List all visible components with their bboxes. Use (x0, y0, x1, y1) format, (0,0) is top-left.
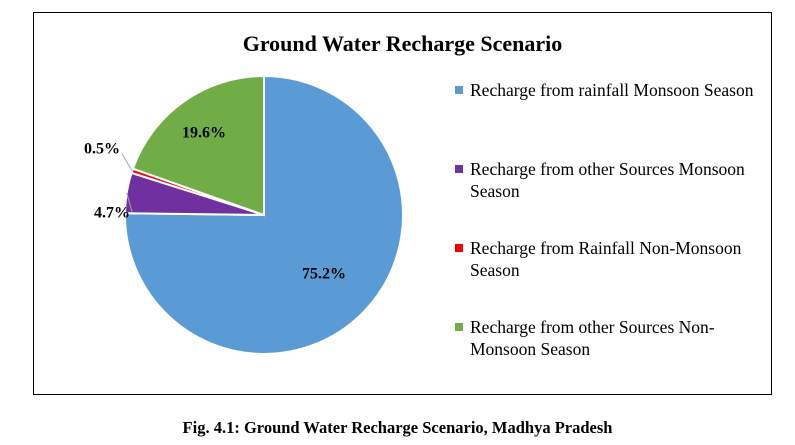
slice-value-label: 75.2% (302, 266, 346, 283)
chart-title: Ground Water Recharge Scenario (242, 31, 563, 56)
legend-swatch (455, 323, 463, 331)
legend-item-other-sources-non-monsoon: Recharge from other Sources Non-Monsoon … (452, 316, 762, 395)
legend-label: Recharge from other Sources Monsoon Seas… (470, 159, 745, 201)
pie-slice (131, 74, 265, 217)
slice-value-label: 4.7% (94, 205, 130, 222)
legend-label: Recharge from Rainfall Non-Monsoon Seaso… (470, 238, 742, 280)
legend-swatch (455, 244, 463, 252)
chart-frame: Ground Water Recharge Scenario 75.2% 4.7%… (33, 12, 772, 395)
pie-chart: 75.2% 4.7% 0.5% 19.6% (84, 74, 404, 355)
legend-swatch (455, 86, 463, 94)
leader-line (126, 192, 133, 213)
legend-label: Recharge from rainfall Monsoon Season (470, 80, 754, 100)
legend-label: Recharge from other Sources Non-Monsoon … (470, 317, 715, 359)
legend-item-rainfall-non-monsoon: Recharge from Rainfall Non-Monsoon Seaso… (452, 237, 762, 316)
legend: Recharge from rainfall Monsoon Season Re… (452, 79, 762, 395)
figure-caption: Fig. 4.1: Ground Water Recharge Scenario… (182, 418, 613, 437)
legend-swatch (455, 165, 463, 173)
pie-slice (124, 74, 404, 355)
leader-line (121, 153, 133, 172)
slice-value-label: 0.5% (84, 141, 120, 158)
legend-item-other-sources-monsoon: Recharge from other Sources Monsoon Seas… (452, 158, 762, 237)
legend-item-rainfall-monsoon: Recharge from rainfall Monsoon Season (452, 79, 762, 158)
slice-value-label: 19.6% (182, 125, 226, 142)
